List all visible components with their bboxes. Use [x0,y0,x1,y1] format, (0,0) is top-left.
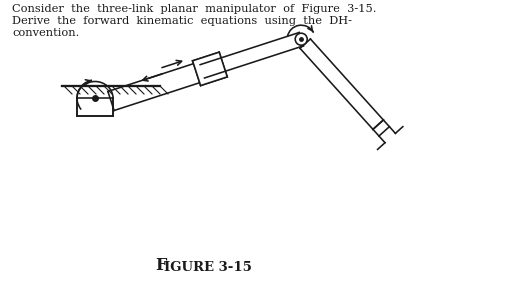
Text: Consider  the  three-link  planar  manipulator  of  Figure  3-15.: Consider the three-link planar manipulat… [12,4,377,14]
Polygon shape [192,52,227,85]
Text: F: F [155,257,166,274]
Text: convention.: convention. [12,28,79,38]
Bar [77,98,113,116]
Circle shape [295,33,307,45]
Text: IGURE 3-15: IGURE 3-15 [164,261,252,274]
Text: Derive  the  forward  kinematic  equations  using  the  DH-: Derive the forward kinematic equations u… [12,16,352,26]
